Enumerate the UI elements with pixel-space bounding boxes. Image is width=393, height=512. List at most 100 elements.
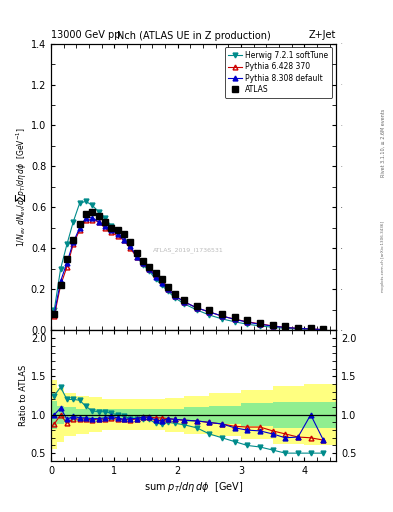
Pythia 8.308 default (309, 326, 313, 332)
Pythia 8.308 default (172, 292, 177, 298)
Pythia 8.308 default (283, 325, 288, 331)
Pythia 8.308 default (90, 215, 95, 221)
ATLAS (121, 231, 126, 237)
ATLAS (96, 212, 101, 219)
Text: Z+Jet: Z+Jet (309, 30, 336, 40)
Pythia 6.428 370 (220, 313, 224, 319)
Pythia 6.428 370 (245, 319, 250, 325)
Pythia 8.308 default (296, 325, 300, 331)
ATLAS (147, 264, 152, 270)
ATLAS (141, 258, 145, 264)
Herwig 7.2.1 softTune (84, 198, 88, 204)
Line: Pythia 6.428 370: Pythia 6.428 370 (52, 217, 326, 332)
Pythia 6.428 370 (109, 229, 114, 235)
Pythia 6.428 370 (141, 260, 145, 266)
Pythia 6.428 370 (128, 245, 132, 251)
Line: Pythia 8.308 default: Pythia 8.308 default (52, 215, 326, 332)
Pythia 8.308 default (207, 309, 212, 315)
Pythia 8.308 default (321, 327, 326, 333)
ATLAS (64, 255, 69, 262)
ATLAS (166, 284, 171, 290)
Text: Rivet 3.1.10, ≥ 2.6M events: Rivet 3.1.10, ≥ 2.6M events (381, 109, 386, 178)
Herwig 7.2.1 softTune (283, 325, 288, 331)
Pythia 6.428 370 (232, 316, 237, 322)
Line: ATLAS: ATLAS (51, 209, 326, 332)
Pythia 6.428 370 (182, 298, 186, 305)
Pythia 6.428 370 (115, 233, 120, 239)
Herwig 7.2.1 softTune (172, 294, 177, 301)
Pythia 8.308 default (109, 227, 114, 233)
Herwig 7.2.1 softTune (270, 324, 275, 330)
Pythia 8.308 default (166, 286, 171, 292)
Pythia 6.428 370 (52, 313, 57, 319)
Herwig 7.2.1 softTune (52, 307, 57, 313)
Pythia 8.308 default (58, 278, 63, 284)
Pythia 6.428 370 (296, 325, 300, 331)
Y-axis label: Ratio to ATLAS: Ratio to ATLAS (19, 365, 28, 426)
ATLAS (195, 303, 199, 309)
Pythia 6.428 370 (195, 305, 199, 311)
Pythia 8.308 default (245, 319, 250, 325)
ATLAS (52, 311, 57, 317)
Herwig 7.2.1 softTune (147, 268, 152, 274)
Herwig 7.2.1 softTune (134, 253, 139, 260)
Pythia 8.308 default (121, 237, 126, 243)
Pythia 6.428 370 (134, 253, 139, 260)
ATLAS (115, 227, 120, 233)
Pythia 6.428 370 (77, 227, 82, 233)
Herwig 7.2.1 softTune (141, 262, 145, 268)
Pythia 6.428 370 (96, 219, 101, 225)
ATLAS (172, 290, 177, 296)
Title: Nch (ATLAS UE in Z production): Nch (ATLAS UE in Z production) (117, 31, 270, 41)
Herwig 7.2.1 softTune (153, 276, 158, 282)
Pythia 8.308 default (232, 316, 237, 323)
Pythia 8.308 default (134, 253, 139, 260)
ATLAS (321, 326, 326, 332)
Pythia 8.308 default (115, 231, 120, 237)
ATLAS (245, 317, 250, 323)
Herwig 7.2.1 softTune (77, 200, 82, 206)
Line: Herwig 7.2.1 softTune: Herwig 7.2.1 softTune (52, 199, 326, 332)
Herwig 7.2.1 softTune (90, 202, 95, 208)
ATLAS (309, 325, 313, 331)
Pythia 8.308 default (147, 266, 152, 272)
Pythia 8.308 default (258, 321, 263, 327)
Pythia 6.428 370 (321, 327, 326, 333)
Herwig 7.2.1 softTune (232, 319, 237, 325)
Pythia 8.308 default (195, 305, 199, 311)
Pythia 8.308 default (182, 298, 186, 305)
ATLAS (84, 210, 88, 217)
Herwig 7.2.1 softTune (121, 233, 126, 239)
Text: mcplots.cern.ch [arXiv:1306.3436]: mcplots.cern.ch [arXiv:1306.3436] (381, 221, 385, 291)
Pythia 6.428 370 (58, 282, 63, 288)
Herwig 7.2.1 softTune (296, 326, 300, 332)
Pythia 6.428 370 (64, 264, 69, 270)
ATLAS (109, 225, 114, 231)
Pythia 6.428 370 (160, 278, 164, 284)
Pythia 6.428 370 (309, 326, 313, 332)
Pythia 6.428 370 (270, 323, 275, 329)
Herwig 7.2.1 softTune (109, 223, 114, 229)
Pythia 6.428 370 (258, 321, 263, 327)
Pythia 6.428 370 (283, 324, 288, 330)
Pythia 8.308 default (52, 311, 57, 317)
Pythia 6.428 370 (153, 272, 158, 278)
Herwig 7.2.1 softTune (64, 241, 69, 247)
ATLAS (71, 237, 75, 243)
ATLAS (283, 323, 288, 329)
Herwig 7.2.1 softTune (103, 215, 107, 221)
Pythia 8.308 default (84, 215, 88, 221)
Pythia 6.428 370 (90, 217, 95, 223)
ATLAS (296, 325, 300, 331)
Pythia 8.308 default (153, 274, 158, 280)
Pythia 6.428 370 (84, 217, 88, 223)
Herwig 7.2.1 softTune (128, 243, 132, 249)
ATLAS (258, 319, 263, 326)
Text: ATLAS_2019_I1736531: ATLAS_2019_I1736531 (152, 247, 223, 253)
Pythia 8.308 default (64, 260, 69, 266)
Herwig 7.2.1 softTune (220, 316, 224, 322)
ATLAS (270, 322, 275, 328)
ATLAS (58, 282, 63, 288)
Pythia 8.308 default (103, 223, 107, 229)
ATLAS (128, 239, 132, 245)
